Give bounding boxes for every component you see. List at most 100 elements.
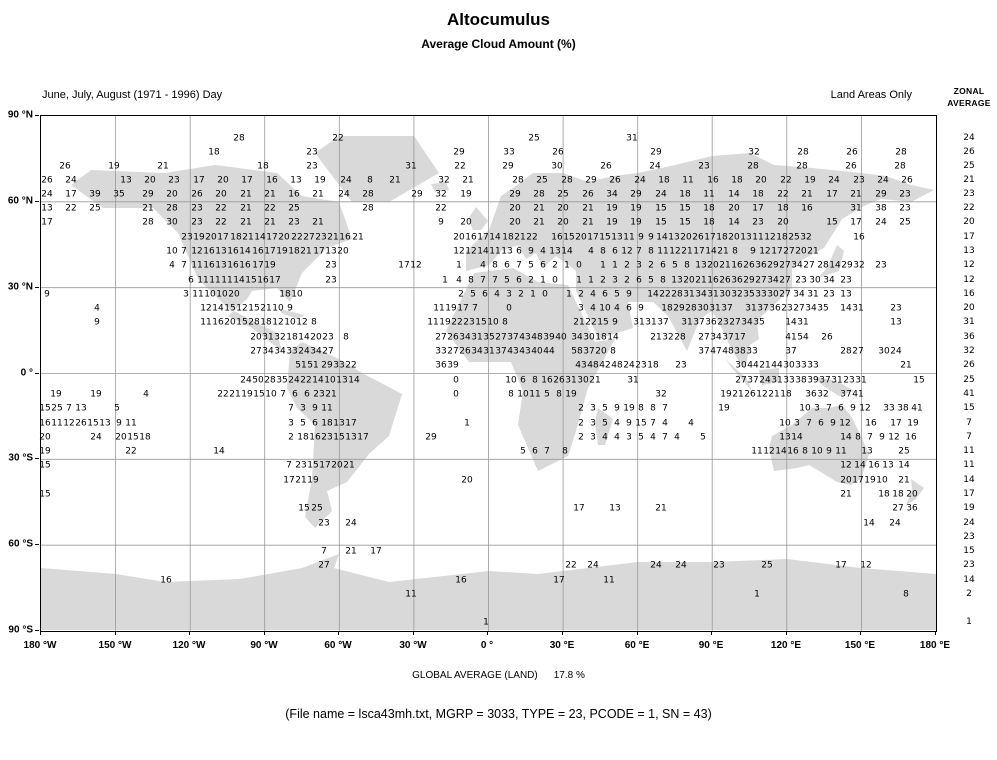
- grid-value: 10: [487, 317, 499, 328]
- grid-value: 6: [312, 418, 318, 429]
- grid-value: 25: [788, 232, 800, 243]
- zonal-average-value: 12: [963, 275, 975, 285]
- grid-value: 13: [840, 289, 852, 300]
- grid-value: 15: [599, 232, 611, 243]
- grid-value: 20: [595, 346, 607, 357]
- grid-value: 48: [587, 360, 599, 371]
- grid-value: 28: [233, 133, 245, 144]
- grid-value: 22: [264, 203, 276, 214]
- grid-value: 2: [624, 260, 630, 271]
- zonal-average-value: 26: [963, 360, 975, 370]
- grid-value: 7: [321, 546, 327, 557]
- grid-value: 34: [805, 303, 817, 314]
- grid-value: 16: [865, 418, 877, 429]
- grid-value: 15: [679, 217, 691, 228]
- grid-value: 6: [292, 389, 298, 400]
- grid-value: 12: [888, 432, 900, 443]
- grid-value: 1: [530, 289, 536, 300]
- grid-value: 9: [648, 232, 654, 243]
- grid-value: 15: [475, 317, 487, 328]
- grid-value: 9: [116, 418, 122, 429]
- grid-value: 8: [468, 275, 474, 286]
- grid-value: 23: [306, 161, 318, 172]
- grid-value: 24: [340, 175, 352, 186]
- grid-value: 13: [611, 232, 623, 243]
- grid-value: 8: [508, 389, 514, 400]
- grid-value: 18: [892, 489, 904, 500]
- grid-value: 14: [840, 303, 852, 314]
- grid-value: 6: [532, 446, 538, 457]
- grid-value: 21: [582, 203, 594, 214]
- grid-value: 21: [533, 203, 545, 214]
- grid-value: 16: [787, 446, 799, 457]
- grid-value: 7: [66, 403, 72, 414]
- zonal-average-value: 15: [963, 546, 975, 556]
- grid-value: 19: [606, 203, 618, 214]
- grid-value: 21: [240, 189, 252, 200]
- grid-value: 11: [752, 232, 764, 243]
- grid-value: 1: [588, 275, 594, 286]
- grid-value: 1: [483, 617, 489, 628]
- grid-value: 30: [809, 275, 821, 286]
- grid-value: 22: [300, 375, 312, 386]
- grid-value: 10: [799, 403, 811, 414]
- grid-value: 20: [680, 232, 692, 243]
- zonal-average-value: 23: [963, 532, 975, 542]
- grid-value: 1: [576, 275, 582, 286]
- grid-value: 17: [457, 303, 469, 314]
- grid-value: 3: [590, 403, 596, 414]
- grid-value: 3: [814, 403, 820, 414]
- grid-value: 11: [191, 260, 203, 271]
- grid-value: 21: [759, 360, 771, 371]
- grid-value: 4: [662, 418, 668, 429]
- grid-value: 7: [472, 303, 478, 314]
- grid-value: 30: [767, 289, 779, 300]
- grid-value: 4: [456, 275, 462, 286]
- latitude-tick: [35, 201, 39, 202]
- island-sumatra: [725, 359, 752, 391]
- grid-value: 34: [571, 332, 583, 343]
- grid-value: 18: [777, 203, 789, 214]
- grid-value: 17: [41, 217, 53, 228]
- grid-value: 23: [288, 217, 300, 228]
- zonal-average-value: 14: [963, 575, 975, 585]
- grid-value: 23: [795, 275, 807, 286]
- grid-value: 34: [262, 346, 274, 357]
- grid-value: 16: [868, 460, 880, 471]
- grid-value: 29: [425, 432, 437, 443]
- grid-value: 43: [519, 346, 531, 357]
- grid-value: 12: [860, 560, 872, 571]
- grid-value: 28: [747, 161, 759, 172]
- grid-value: 20: [278, 232, 290, 243]
- grid-value: 13: [325, 246, 337, 257]
- grid-value: 17: [587, 232, 599, 243]
- grid-value: 22: [345, 360, 357, 371]
- grid-value: 15: [87, 418, 99, 429]
- grid-value: 13: [333, 418, 345, 429]
- grid-value: 16: [309, 432, 321, 443]
- grid-value: 31: [850, 203, 862, 214]
- grid-value: 4: [590, 303, 596, 314]
- zonal-average-value: 22: [963, 203, 975, 213]
- grid-value: 5: [672, 260, 678, 271]
- grid-value: 4: [143, 389, 149, 400]
- grid-value: 8: [855, 432, 861, 443]
- grid-value: 19: [241, 389, 253, 400]
- zonal-average-value: 13: [963, 246, 975, 256]
- grid-value: 9: [612, 317, 618, 328]
- grid-value: 14: [728, 217, 740, 228]
- zonal-average-value: 19: [963, 503, 975, 513]
- grid-value: 25: [288, 203, 300, 214]
- grid-value: 32: [435, 189, 447, 200]
- grid-value: 0: [552, 275, 558, 286]
- grid-value: 9: [438, 217, 444, 228]
- grid-value: 20: [224, 317, 236, 328]
- zonal-average-value: 24: [963, 518, 975, 528]
- grid-value: 17: [734, 332, 746, 343]
- grid-value: 10: [876, 475, 888, 486]
- grid-value: 2: [518, 289, 524, 300]
- grid-value: 12: [272, 317, 284, 328]
- grid-value: 17: [693, 246, 705, 257]
- grid-value: 31: [483, 346, 495, 357]
- grid-value: 4: [494, 289, 500, 300]
